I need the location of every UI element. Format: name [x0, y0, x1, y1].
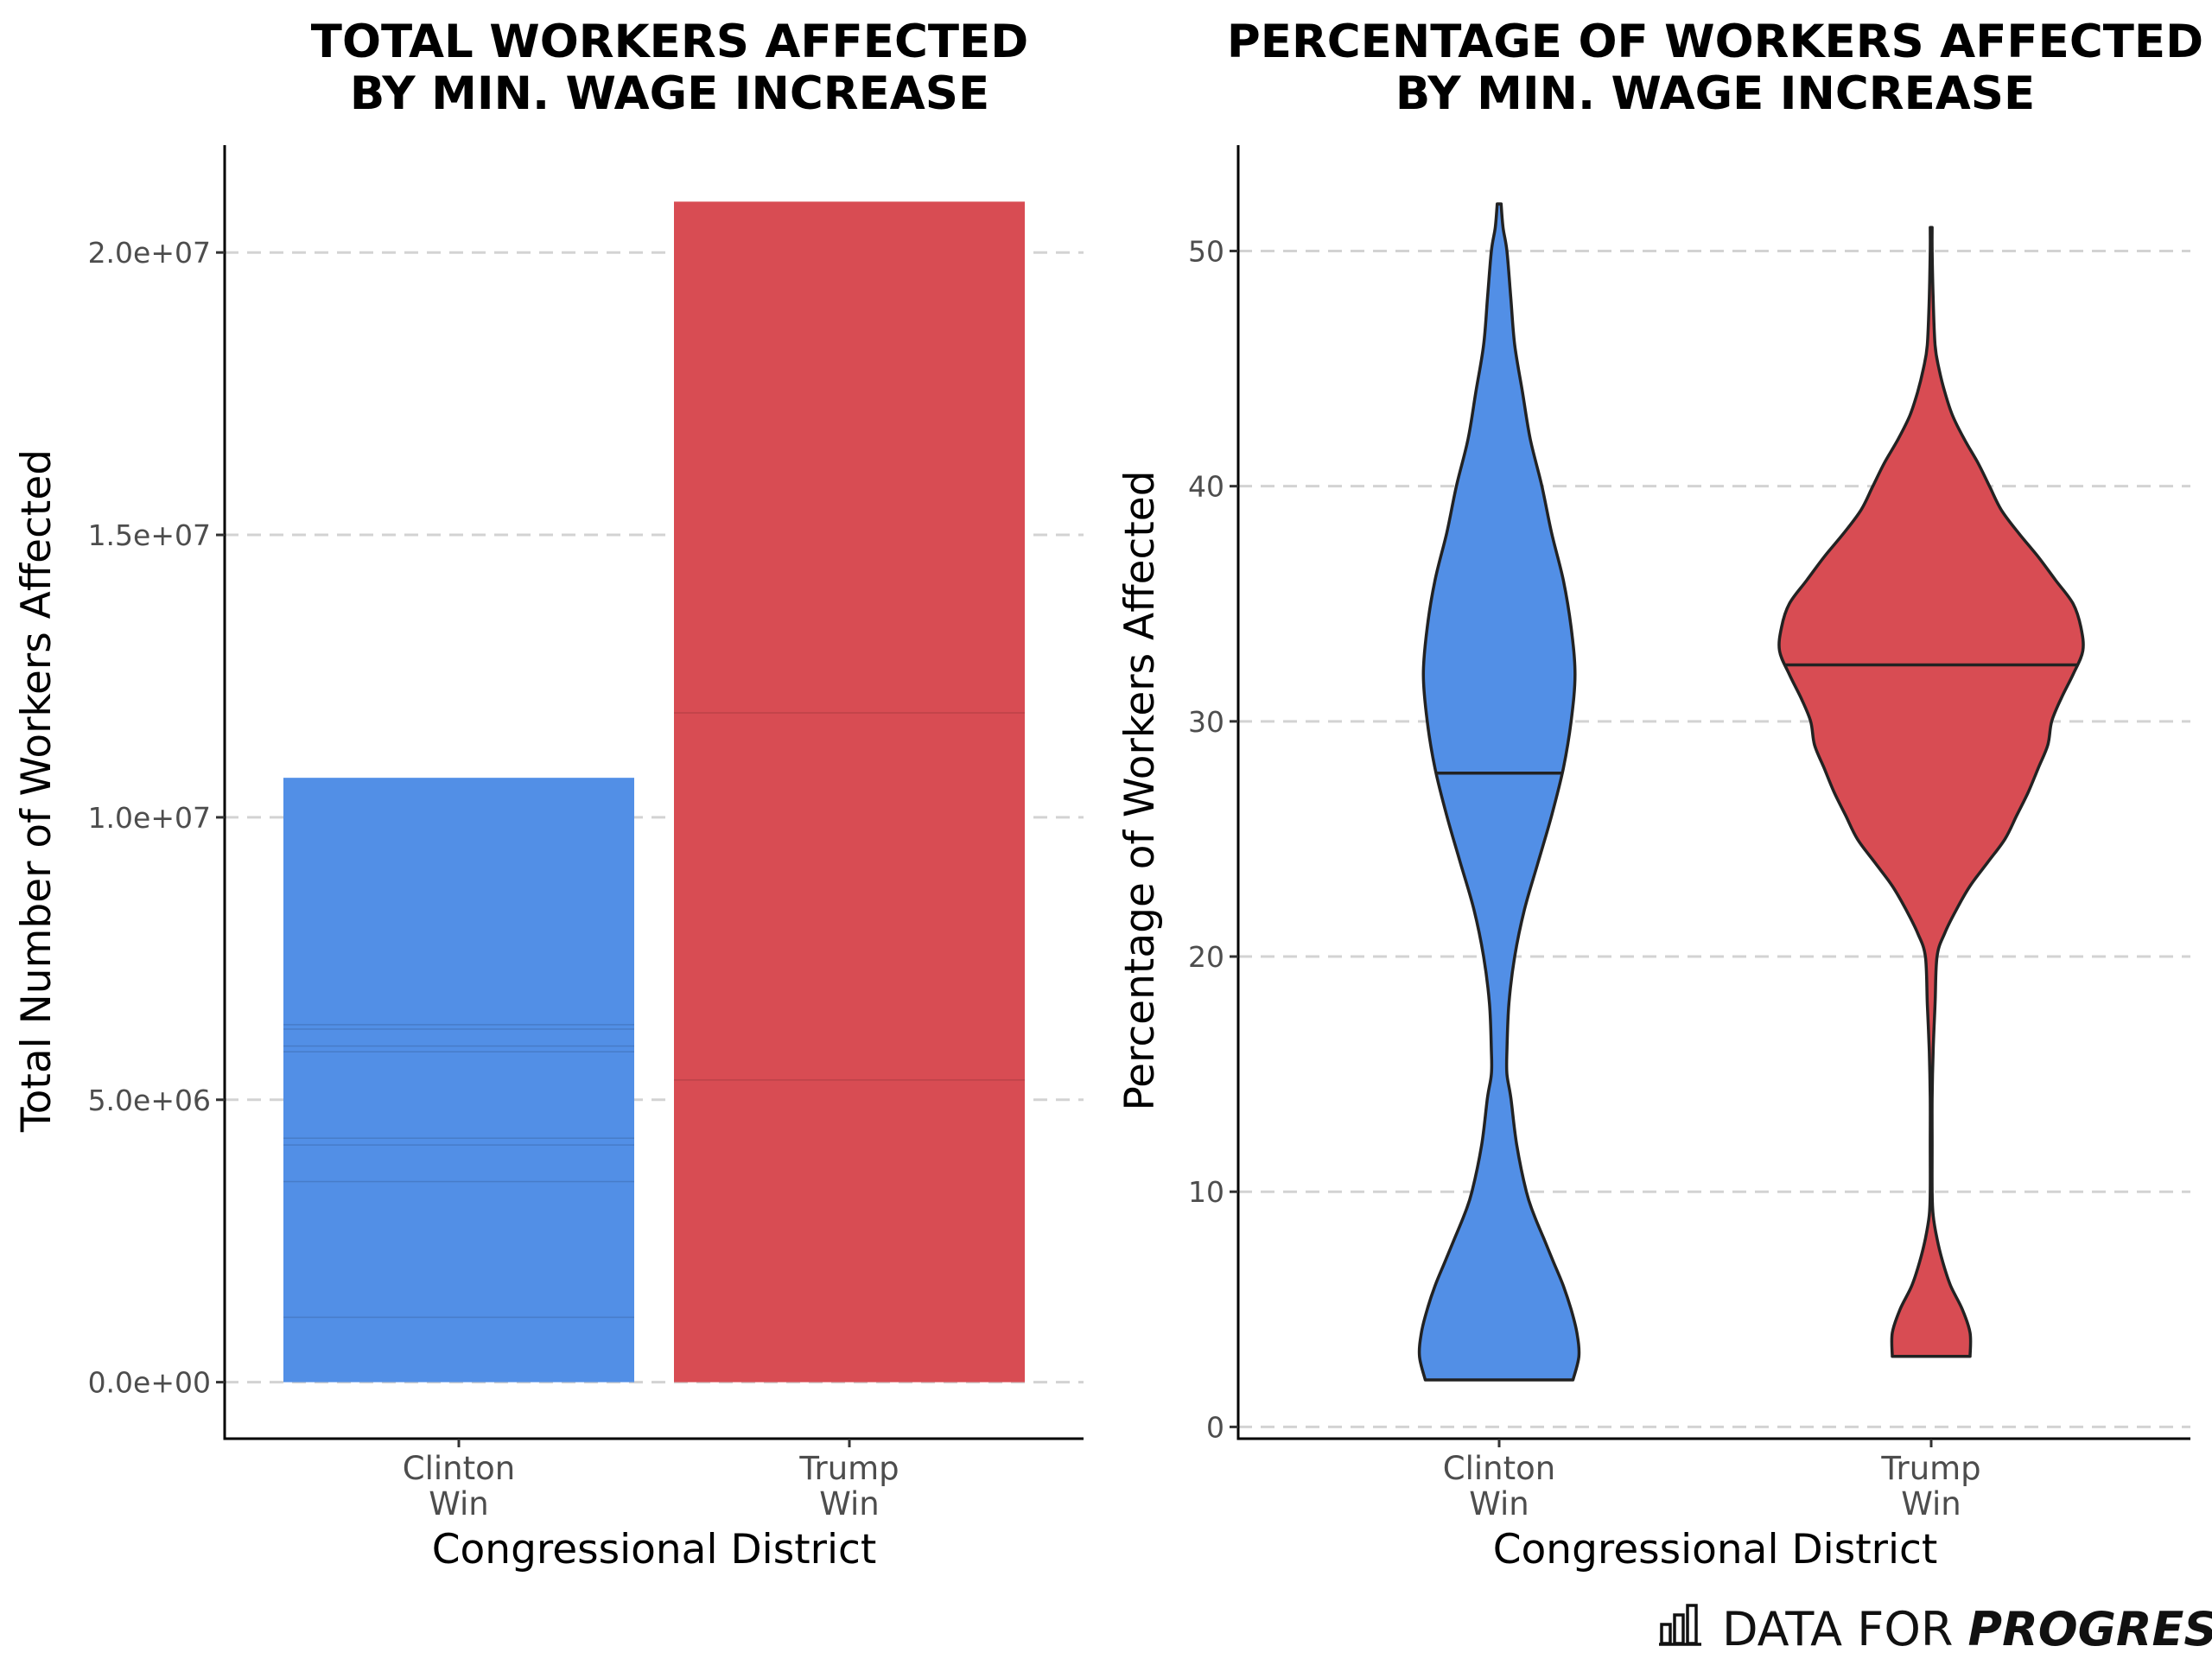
left-y-tick-label: 0.0e+00	[88, 1366, 211, 1400]
bar-trump	[674, 201, 1025, 1382]
panel-total-workers: TOTAL WORKERS AFFECTED BY MIN. WAGE INCR…	[13, 16, 1084, 1573]
left-bars	[283, 201, 1025, 1382]
right-y-tick-label: 50	[1188, 234, 1224, 268]
right-y-tick-label: 0	[1206, 1410, 1224, 1444]
left-y-tick-label: 5.0e+06	[88, 1084, 211, 1117]
brand-logo: DATA FOR PROGRESS	[1659, 1602, 2212, 1656]
brand-emphasis: PROGRESS	[1968, 1602, 2212, 1656]
violin-shape	[1417, 202, 1581, 1382]
violin-shape	[1777, 226, 2085, 1358]
left-x-tick-label: Win	[429, 1485, 489, 1522]
left-y-ticks: 0.0e+00 5.0e+06 1.0e+07 1.5e+07 2.0e+07	[88, 236, 225, 1400]
left-y-axis-title: Total Number of Workers Affected	[13, 449, 60, 1133]
bar-fill	[283, 778, 634, 1382]
right-x-tick-label: Trump	[1880, 1450, 1980, 1487]
violin-trump	[1777, 226, 2085, 1358]
brand-wordmark: DATA FOR PROGRESS	[1722, 1602, 2212, 1656]
right-y-tick-label: 10	[1188, 1175, 1224, 1209]
left-x-tick-label: Trump	[798, 1450, 899, 1487]
right-x-tick-label: Clinton	[1443, 1450, 1555, 1487]
bar-clinton	[283, 778, 634, 1382]
violin-clinton	[1417, 202, 1581, 1382]
left-x-axis-title: Congressional District	[432, 1526, 877, 1573]
right-violins	[1417, 202, 2085, 1382]
right-y-tick-label: 20	[1188, 940, 1224, 974]
right-y-tick-label: 30	[1188, 705, 1224, 739]
bar-fill	[674, 201, 1025, 1382]
right-x-axis-title: Congressional District	[1493, 1526, 1938, 1573]
left-y-tick-label: 1.5e+07	[88, 518, 211, 552]
left-y-tick-label: 2.0e+07	[88, 236, 211, 270]
left-title-line-2: BY MIN. WAGE INCREASE	[350, 67, 989, 120]
right-x-tick-label: Win	[1469, 1485, 1529, 1522]
right-gridlines	[1238, 249, 2190, 1428]
bar-chart-logo-icon	[1659, 1604, 1701, 1646]
left-title-line-1: TOTAL WORKERS AFFECTED	[311, 16, 1028, 68]
left-y-tick-label: 1.0e+07	[88, 801, 211, 835]
brand-prefix: DATA FOR	[1722, 1602, 1968, 1656]
panel-percentage-workers: PERCENTAGE OF WORKERS AFFECTED BY MIN. W…	[1116, 16, 2203, 1573]
right-x-tick-label: Win	[1901, 1485, 1961, 1522]
left-x-tick-label: Win	[819, 1485, 880, 1522]
right-y-tick-label: 40	[1188, 470, 1224, 504]
right-title-line-2: BY MIN. WAGE INCREASE	[1395, 67, 2035, 120]
right-title-line-1: PERCENTAGE OF WORKERS AFFECTED	[1227, 16, 2203, 68]
right-y-axis-title: Percentage of Workers Affected	[1116, 470, 1164, 1110]
left-x-tick-label: Clinton	[403, 1450, 515, 1487]
right-y-ticks: 0 10 20 30 40 50	[1188, 234, 1238, 1444]
